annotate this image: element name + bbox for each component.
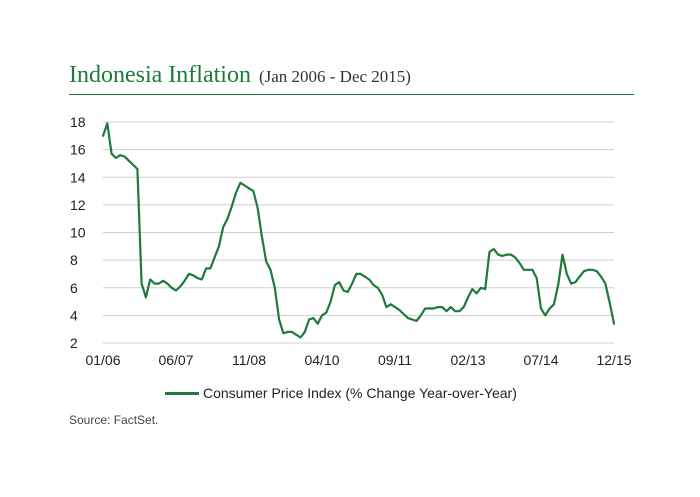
y-tick-label: 14 [70,169,86,185]
y-tick-label: 10 [70,225,86,241]
x-tick-label: 02/13 [450,352,485,368]
chart-legend: Consumer Price Index (% Change Year-over… [165,385,517,401]
x-tick-label: 06/07 [158,352,193,368]
x-tick-label: 04/10 [304,352,339,368]
x-tick-label: 12/15 [596,352,631,368]
y-tick-label: 16 [70,142,86,158]
chart-title: Indonesia Inflation [69,62,251,88]
y-tick-label: 18 [70,114,86,130]
y-tick-label: 6 [70,280,78,296]
x-tick-label: 01/06 [85,352,120,368]
title-divider [69,94,634,95]
x-tick-label: 11/08 [232,352,266,368]
series-line-cpi [101,122,616,339]
y-tick-label: 12 [70,197,86,213]
legend-swatch [165,391,199,395]
x-tick-label: 07/14 [523,352,558,368]
chart-title-block: Indonesia Inflation (Jan 2006 - Dec 2015… [69,62,411,89]
y-tick-label: 2 [70,335,78,351]
y-tick-label: 8 [70,252,78,268]
legend-label: Consumer Price Index (% Change Year-over… [203,385,517,401]
y-tick-label: 4 [70,307,78,323]
chart-subtitle: (Jan 2006 - Dec 2015) [258,67,411,86]
x-tick-label: 09/11 [378,352,412,368]
source-note: Source: FactSet. [69,413,159,427]
